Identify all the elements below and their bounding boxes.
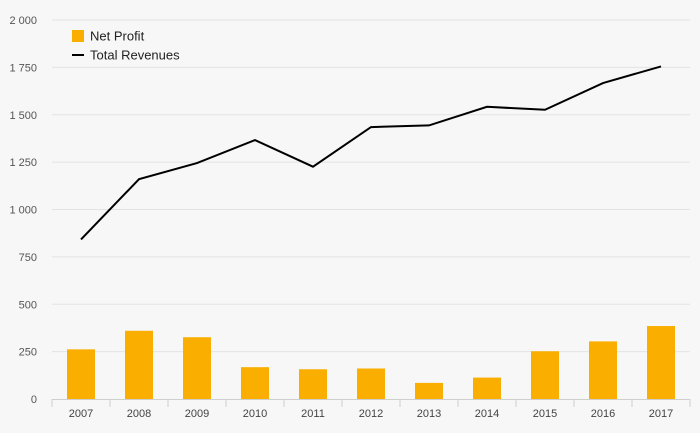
y-axis-ticks: 0 250 500 750 1 000 1 250 1 500 1 750 2 000 (9, 15, 37, 406)
y-tick-label: 0 (31, 394, 37, 406)
total-revenues-line (80, 65, 662, 241)
net-profit-bar (299, 369, 327, 399)
x-tick-label: 2014 (475, 408, 499, 420)
x-tick-label: 2017 (649, 408, 673, 420)
x-tick-label: 2010 (243, 408, 267, 420)
y-tick-label: 2 000 (9, 15, 37, 27)
net-profit-bars (67, 326, 675, 399)
y-tick-label: 250 (19, 347, 37, 359)
x-tick-label: 2015 (533, 408, 557, 420)
net-profit-bar (67, 349, 95, 399)
x-tick-label: 2008 (127, 408, 151, 420)
y-tick-label: 750 (19, 252, 37, 264)
net-profit-bar (531, 351, 559, 399)
y-tick-label: 1 000 (9, 205, 37, 217)
legend-swatch-net-profit (72, 30, 84, 42)
y-tick-label: 500 (19, 299, 37, 311)
x-tick-label: 2013 (417, 408, 441, 420)
gridlines (52, 19, 690, 353)
x-tick-label: 2007 (69, 408, 93, 420)
x-tick-label: 2009 (185, 408, 209, 420)
y-tick-label: 1 750 (9, 62, 37, 74)
x-tick-label: 2016 (591, 408, 615, 420)
net-profit-bar (183, 337, 211, 399)
total-revenues-line-group (80, 65, 662, 241)
y-tick-label: 1 250 (9, 157, 37, 169)
net-profit-bar (415, 382, 443, 399)
x-tick-label: 2012 (359, 408, 383, 420)
legend-label-total-revenues: Total Revenues (90, 48, 180, 63)
net-profit-bar (589, 341, 617, 399)
legend: Net Profit Total Revenues (72, 29, 180, 63)
net-profit-bar (125, 330, 153, 399)
net-profit-bar (647, 326, 675, 399)
legend-label-net-profit: Net Profit (90, 29, 145, 44)
x-tick-label: 2011 (301, 408, 325, 420)
net-profit-bar (241, 367, 269, 399)
net-profit-bar (357, 368, 385, 399)
x-axis: 2007 2008 2009 2010 2011 2012 2013 2014 2015 2016… (51, 399, 691, 420)
y-tick-label: 1 500 (9, 110, 37, 122)
net-profit-bar (473, 377, 501, 399)
